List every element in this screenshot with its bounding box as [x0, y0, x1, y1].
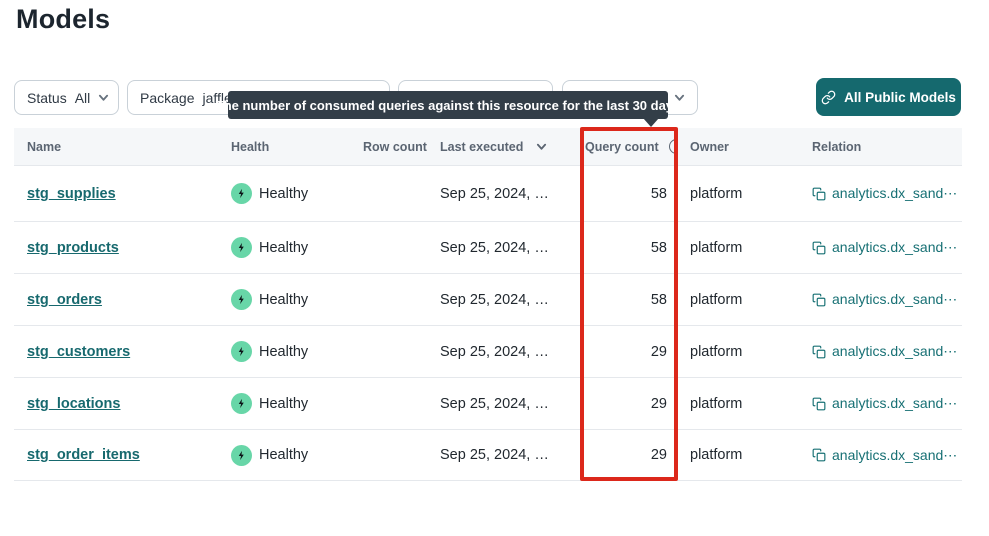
query-count-value: 58	[650, 239, 667, 256]
models-table: Name Health Row count Last executed Quer…	[14, 128, 962, 481]
model-link[interactable]: stg_supplies	[27, 185, 116, 202]
status-filter-label: Status	[27, 89, 67, 106]
table-row: stg_locations Healthy Sep 25, 2024, … 29…	[14, 377, 962, 429]
healthy-bolt-icon	[231, 183, 252, 204]
healthy-bolt-icon	[231, 237, 252, 258]
column-header-health[interactable]: Health	[231, 139, 270, 154]
last-executed-value: Sep 25, 2024, …	[440, 447, 549, 463]
chevron-down-icon	[99, 94, 109, 101]
health-label: Healthy	[259, 185, 309, 202]
table-row: stg_customers Healthy Sep 25, 2024, … 29…	[14, 325, 962, 377]
info-icon[interactable]: i	[668, 139, 677, 154]
status-filter-value: All	[74, 89, 91, 106]
relation-link[interactable]: analytics.dx_sand⋯	[812, 447, 957, 464]
last-executed-value: Sep 25, 2024, …	[440, 239, 549, 256]
relation-link[interactable]: analytics.dx_sand⋯	[812, 343, 957, 360]
owner-value: platform	[690, 343, 743, 360]
all-public-models-button[interactable]: All Public Models	[816, 78, 961, 116]
last-executed-value: Sep 25, 2024, …	[440, 185, 549, 202]
query-count-value: 29	[650, 395, 667, 412]
last-executed-value: Sep 25, 2024, …	[440, 291, 549, 308]
relation-link[interactable]: analytics.dx_sand⋯	[812, 185, 957, 202]
relation-link[interactable]: analytics.dx_sand⋯	[812, 239, 957, 256]
sort-chevron-icon	[537, 143, 547, 150]
model-link[interactable]: stg_products	[27, 239, 119, 256]
owner-value: platform	[690, 395, 743, 412]
owner-value: platform	[690, 185, 743, 202]
column-header-relation[interactable]: Relation	[812, 139, 862, 154]
package-filter-label: Package	[140, 89, 195, 106]
health-label: Healthy	[259, 447, 309, 463]
tooltip-caret	[643, 118, 659, 127]
query-count-tooltip: The number of consumed queries against t…	[216, 91, 680, 127]
all-public-models-label: All Public Models	[844, 89, 956, 105]
query-count-value: 29	[650, 447, 667, 463]
column-header-name[interactable]: Name	[27, 139, 62, 154]
table-header-row: Name Health Row count Last executed Quer…	[14, 128, 962, 165]
owner-value: platform	[690, 239, 743, 256]
table-row: stg_supplies Healthy Sep 25, 2024, … 58 …	[14, 165, 962, 221]
health-label: Healthy	[259, 395, 309, 412]
tooltip-text: The number of consumed queries against t…	[215, 97, 681, 113]
query-count-value: 58	[650, 185, 667, 202]
copy-icon	[812, 293, 826, 306]
relation-link[interactable]: analytics.dx_sand⋯	[812, 395, 957, 412]
model-link[interactable]: stg_orders	[27, 291, 102, 308]
model-link[interactable]: stg_order_items	[27, 447, 140, 463]
column-header-row-count[interactable]: Row count	[363, 139, 427, 154]
copy-icon	[812, 345, 826, 358]
healthy-bolt-icon	[231, 393, 252, 414]
healthy-bolt-icon	[231, 444, 252, 466]
table-row: stg_orders Healthy Sep 25, 2024, … 58 pl…	[14, 273, 962, 325]
owner-value: platform	[690, 447, 743, 463]
link-icon	[821, 90, 836, 104]
health-label: Healthy	[259, 239, 309, 256]
healthy-bolt-icon	[231, 341, 252, 362]
table-row: stg_order_items Healthy Sep 25, 2024, … …	[14, 429, 962, 481]
column-header-query-count[interactable]: Query count i	[572, 139, 677, 154]
copy-icon	[812, 187, 826, 200]
health-label: Healthy	[259, 343, 309, 360]
status-filter-dropdown[interactable]: Status All	[14, 80, 119, 115]
model-link[interactable]: stg_locations	[27, 395, 121, 412]
copy-icon	[812, 241, 826, 254]
healthy-bolt-icon	[231, 289, 252, 310]
owner-value: platform	[690, 291, 743, 308]
column-header-owner[interactable]: Owner	[690, 139, 729, 154]
copy-icon	[812, 448, 826, 462]
last-executed-value: Sep 25, 2024, …	[440, 343, 549, 360]
copy-icon	[812, 397, 826, 410]
query-count-value: 29	[650, 343, 667, 360]
last-executed-value: Sep 25, 2024, …	[440, 395, 549, 412]
page-title: Models	[16, 4, 111, 34]
relation-link[interactable]: analytics.dx_sand⋯	[812, 291, 957, 308]
health-label: Healthy	[259, 291, 309, 308]
query-count-value: 58	[650, 291, 667, 308]
model-link[interactable]: stg_customers	[27, 343, 131, 360]
table-row: stg_products Healthy Sep 25, 2024, … 58 …	[14, 221, 962, 273]
column-header-last-executed[interactable]: Last executed	[427, 140, 572, 154]
chevron-down-icon	[674, 94, 685, 101]
